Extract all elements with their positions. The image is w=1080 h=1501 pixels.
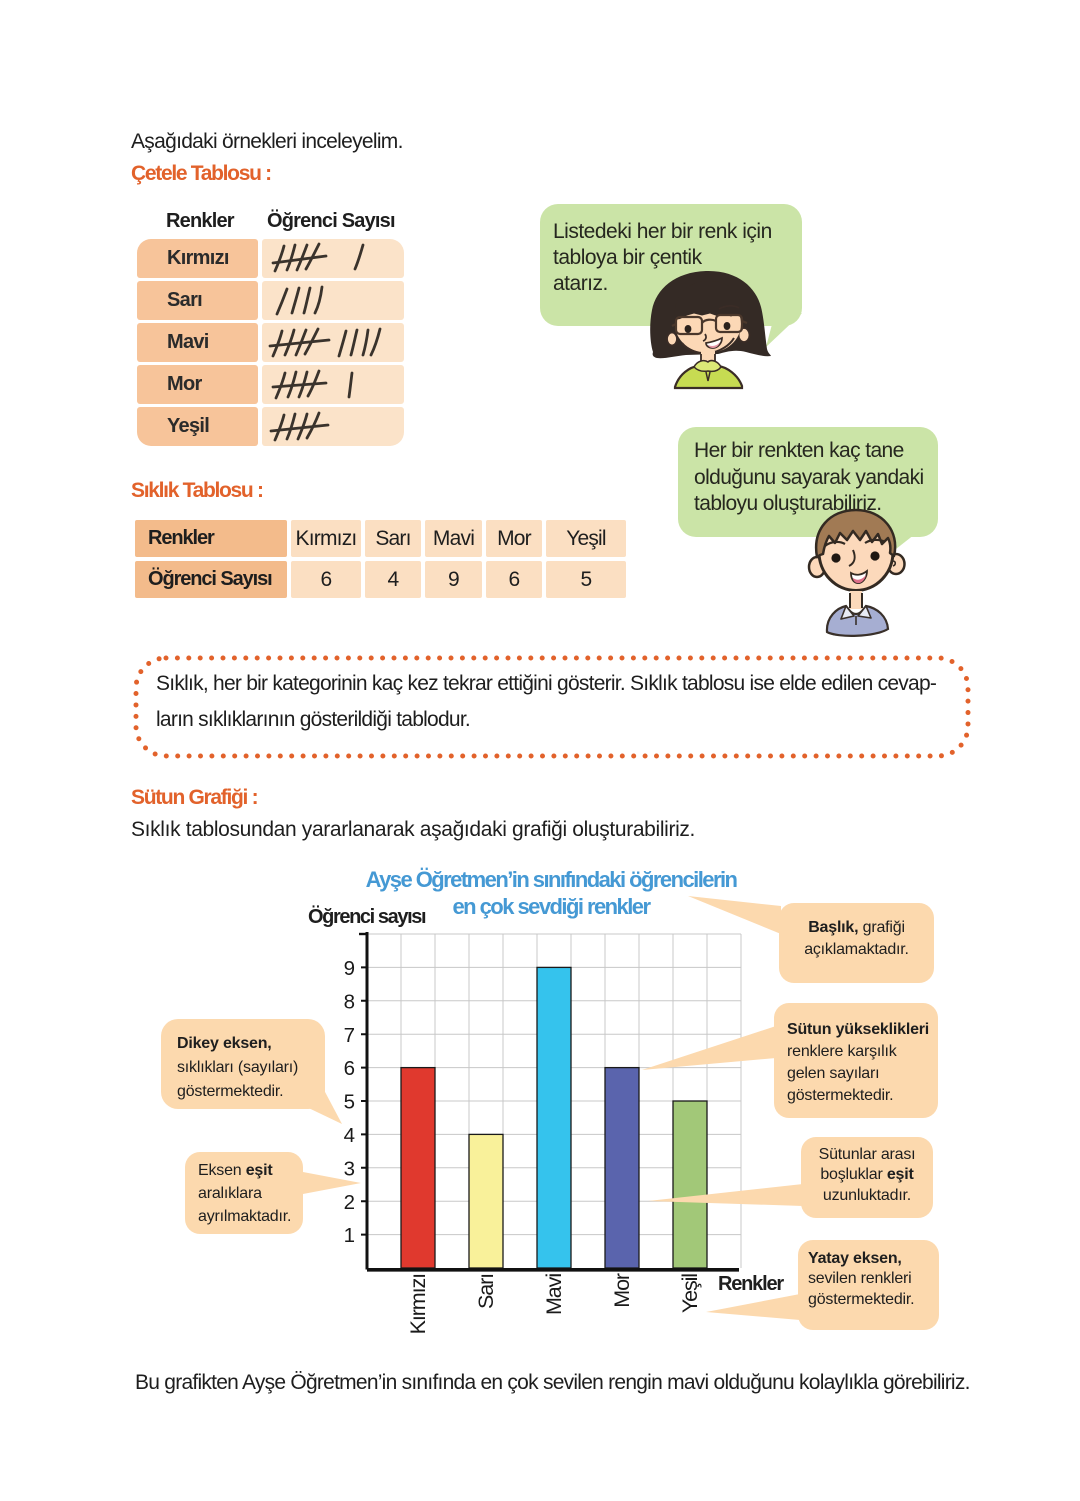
svg-text:Mor: Mor bbox=[610, 1273, 634, 1308]
svg-text:2: 2 bbox=[344, 1191, 355, 1214]
svg-text:1: 1 bbox=[344, 1224, 355, 1247]
svg-text:9: 9 bbox=[344, 957, 355, 980]
svg-text:Kırmızı: Kırmızı bbox=[406, 1274, 430, 1334]
svg-text:Yeşil: Yeşil bbox=[678, 1274, 702, 1313]
svg-text:3: 3 bbox=[344, 1157, 355, 1180]
svg-text:Sarı: Sarı bbox=[474, 1274, 498, 1309]
svg-text:Mavi: Mavi bbox=[542, 1274, 566, 1315]
svg-text:8: 8 bbox=[344, 990, 355, 1013]
svg-text:5: 5 bbox=[344, 1091, 355, 1114]
svg-text:4: 4 bbox=[344, 1124, 355, 1147]
svg-text:6: 6 bbox=[344, 1057, 355, 1080]
svg-text:7: 7 bbox=[344, 1024, 355, 1047]
